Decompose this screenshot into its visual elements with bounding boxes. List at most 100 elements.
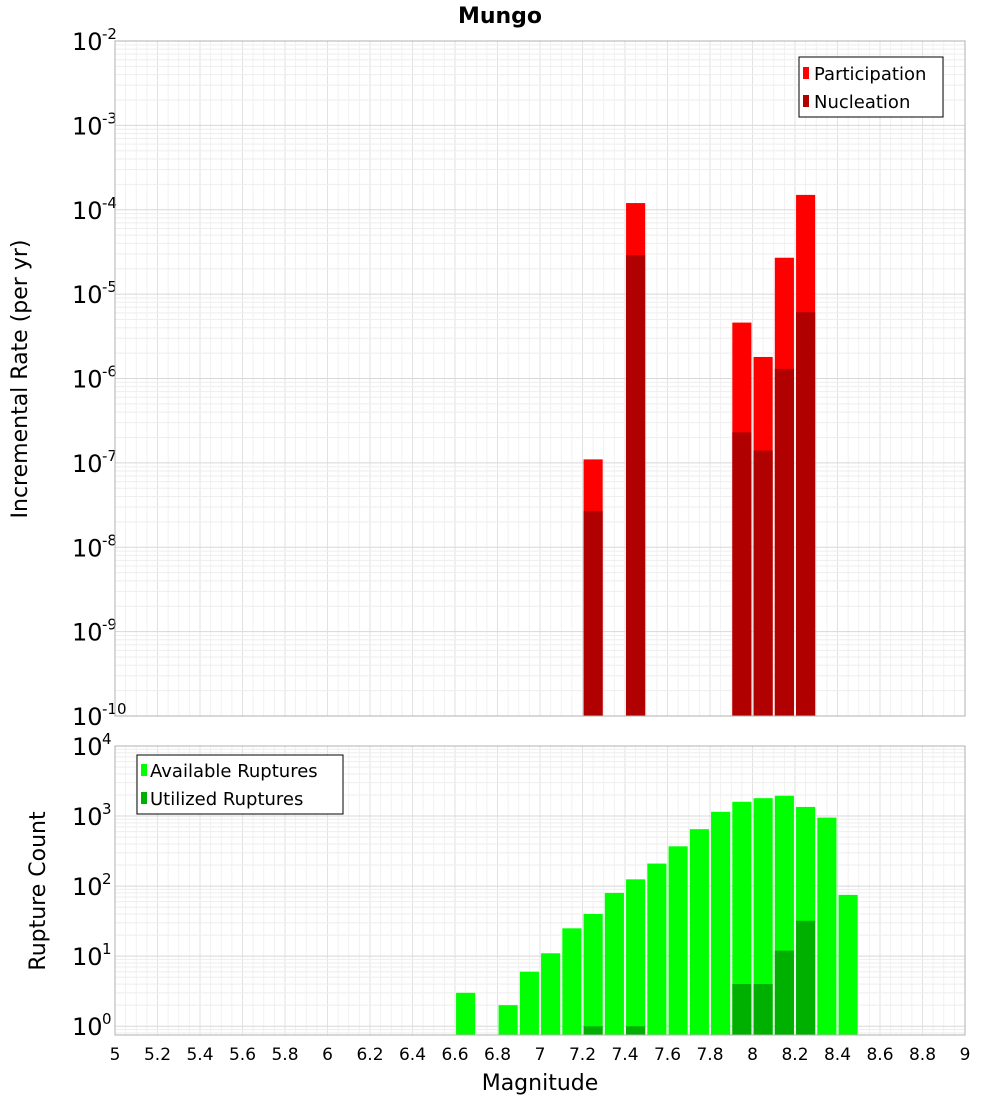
x-tick-label: 9 bbox=[960, 1045, 971, 1065]
y-tick-base: 10 bbox=[72, 28, 103, 56]
y-tick-exponent: 1 bbox=[102, 940, 112, 958]
legend-label-nucleation: Nucleation bbox=[814, 92, 910, 113]
bar-utilized-ruptures bbox=[774, 950, 794, 1035]
y-tick-label: 10 -8 bbox=[72, 531, 117, 562]
y-tick-label: 10 -4 bbox=[72, 194, 117, 225]
bar-nucleation bbox=[626, 255, 646, 716]
y-tick-exponent: -4 bbox=[102, 194, 117, 212]
y-tick-label: 10 0 bbox=[72, 1010, 112, 1041]
legend-label-utilized: Utilized Ruptures bbox=[150, 789, 303, 810]
bar-nucleation bbox=[796, 312, 816, 716]
legend-swatch-nucleation bbox=[803, 95, 809, 107]
y-tick-exponent: -9 bbox=[102, 616, 117, 634]
x-axis-label: Magnitude bbox=[482, 1071, 599, 1096]
bar-available-ruptures bbox=[604, 892, 624, 1035]
bar-available-ruptures bbox=[647, 863, 667, 1035]
chart-title: Mungo bbox=[458, 4, 542, 29]
bar-available-ruptures bbox=[838, 894, 858, 1035]
x-tick-label: 6.6 bbox=[441, 1045, 468, 1065]
bottom-bars bbox=[456, 795, 858, 1035]
y-tick-label: 10 -3 bbox=[72, 109, 117, 140]
x-tick-label: 7.8 bbox=[696, 1045, 723, 1065]
top-grid bbox=[114, 40, 966, 717]
y-tick-base: 10 bbox=[72, 281, 103, 309]
top-y-axis-label: Incremental Rate (per yr) bbox=[8, 240, 33, 519]
bar-available-ruptures bbox=[541, 953, 561, 1035]
y-tick-exponent: -8 bbox=[102, 531, 117, 549]
y-tick-base: 10 bbox=[72, 197, 103, 225]
x-tick-label: 5 bbox=[110, 1045, 121, 1065]
bar-utilized-ruptures bbox=[626, 1026, 646, 1035]
bar-nucleation bbox=[732, 432, 752, 716]
y-tick-label: 10 -10 bbox=[72, 700, 127, 731]
x-ticks: 5 5.2 5.4 5.6 5.8 6 6.2 6.4 6.6 6.8 7 7.2 7.4 7.6 7.8 8… bbox=[110, 1045, 971, 1065]
bar-available-ruptures bbox=[456, 992, 476, 1035]
top-legend: Participation Nucleation bbox=[798, 56, 944, 118]
legend-label-participation: Participation bbox=[814, 64, 926, 85]
bar-available-ruptures bbox=[753, 798, 773, 1035]
bar-utilized-ruptures bbox=[753, 984, 773, 1035]
legend-swatch-utilized bbox=[141, 792, 147, 804]
bar-available-ruptures bbox=[519, 971, 539, 1035]
y-tick-base: 10 bbox=[72, 733, 103, 761]
bar-available-ruptures bbox=[689, 829, 709, 1035]
y-tick-label: 10 1 bbox=[72, 940, 112, 971]
y-tick-exponent: 4 bbox=[102, 730, 112, 748]
bottom-y-axis-label: Rupture Count bbox=[26, 811, 51, 971]
bar-nucleation bbox=[583, 510, 603, 716]
x-tick-label: 7.4 bbox=[611, 1045, 638, 1065]
y-tick-label: 10 3 bbox=[72, 800, 112, 831]
legend-label-available: Available Ruptures bbox=[150, 761, 318, 782]
x-tick-label: 5.4 bbox=[186, 1045, 213, 1065]
x-tick-label: 6 bbox=[322, 1045, 333, 1065]
y-tick-label: 10 4 bbox=[72, 730, 112, 761]
y-tick-base: 10 bbox=[72, 450, 103, 478]
x-tick-label: 8.2 bbox=[781, 1045, 808, 1065]
bar-nucleation bbox=[753, 450, 773, 716]
y-tick-exponent: -3 bbox=[102, 109, 117, 127]
x-tick-label: 8.6 bbox=[866, 1045, 893, 1065]
y-tick-base: 10 bbox=[72, 1013, 103, 1041]
x-tick-label: 7.6 bbox=[654, 1045, 681, 1065]
x-tick-label: 5.6 bbox=[229, 1045, 256, 1065]
bar-utilized-ruptures bbox=[732, 984, 752, 1035]
y-tick-label: 10 -5 bbox=[72, 278, 117, 309]
y-tick-exponent: 2 bbox=[102, 870, 112, 888]
y-tick-base: 10 bbox=[72, 703, 103, 731]
bar-nucleation bbox=[774, 368, 794, 716]
y-tick-exponent: 0 bbox=[102, 1010, 112, 1028]
y-tick-exponent: -2 bbox=[102, 25, 117, 43]
legend-swatch-available bbox=[141, 764, 147, 776]
bar-available-ruptures bbox=[562, 928, 582, 1035]
y-tick-exponent: -7 bbox=[102, 447, 117, 465]
y-tick-exponent: -5 bbox=[102, 278, 117, 296]
bar-available-ruptures bbox=[732, 801, 752, 1035]
bar-available-ruptures bbox=[668, 846, 688, 1035]
legend-swatch-participation bbox=[803, 67, 809, 79]
y-tick-label: 10 -9 bbox=[72, 616, 117, 647]
x-tick-label: 6.8 bbox=[484, 1045, 511, 1065]
x-tick-label: 7 bbox=[535, 1045, 546, 1065]
x-tick-label: 8 bbox=[747, 1045, 758, 1065]
bar-utilized-ruptures bbox=[796, 920, 816, 1035]
x-tick-label: 5.2 bbox=[144, 1045, 171, 1065]
bar-available-ruptures bbox=[626, 879, 646, 1035]
x-tick-label: 8.8 bbox=[909, 1045, 936, 1065]
y-tick-exponent: -10 bbox=[102, 700, 127, 718]
y-tick-exponent: 3 bbox=[102, 800, 112, 818]
y-tick-base: 10 bbox=[72, 873, 103, 901]
y-tick-base: 10 bbox=[72, 366, 103, 394]
y-tick-base: 10 bbox=[72, 803, 103, 831]
bar-utilized-ruptures bbox=[583, 1026, 603, 1035]
bar-available-ruptures bbox=[498, 1005, 518, 1035]
y-tick-label: 10 -6 bbox=[72, 363, 117, 394]
y-tick-base: 10 bbox=[72, 534, 103, 562]
bar-available-ruptures bbox=[711, 811, 731, 1035]
x-tick-label: 5.8 bbox=[271, 1045, 298, 1065]
x-tick-label: 7.2 bbox=[569, 1045, 596, 1065]
y-tick-label: 10 2 bbox=[72, 870, 112, 901]
